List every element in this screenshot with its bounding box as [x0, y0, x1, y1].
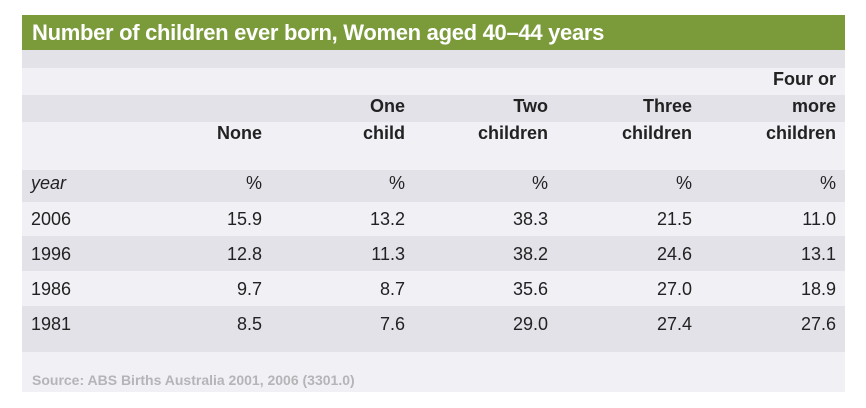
row-band — [22, 68, 845, 95]
value-cell: 24.6 — [656, 244, 692, 264]
column-header: One — [369, 96, 405, 116]
value-cell: 15.9 — [226, 209, 262, 229]
table-title: Number of children ever born, Women aged… — [22, 15, 845, 50]
value-cell: 11.3 — [371, 244, 405, 264]
column-header: children — [621, 123, 692, 143]
value-cell: 29.0 — [512, 314, 548, 334]
year-cell: 1996 — [31, 244, 72, 264]
value-cell: 12.8 — [226, 244, 262, 264]
row-band — [22, 352, 845, 392]
year-cell: 2006 — [31, 209, 72, 229]
value-cell: 13.1 — [800, 244, 836, 264]
unit-label: % — [531, 173, 548, 193]
value-cell: 21.5 — [656, 209, 692, 229]
value-cell: 7.6 — [379, 314, 405, 334]
unit-label: % — [675, 173, 692, 193]
row-band — [22, 95, 845, 122]
row-band — [22, 122, 845, 170]
year-header: year — [31, 173, 67, 193]
value-cell: 35.6 — [512, 279, 548, 299]
source-note: Source: ABS Births Australia 2001, 2006 … — [32, 372, 355, 388]
column-header: Four or — [773, 69, 836, 89]
year-cell: 1986 — [31, 279, 72, 299]
value-cell: 38.2 — [512, 244, 548, 264]
row-band — [22, 271, 845, 306]
row-band — [22, 170, 845, 202]
value-cell: 27.4 — [656, 314, 692, 334]
row-band — [22, 50, 845, 68]
row-band — [22, 202, 845, 236]
column-header: Three — [642, 96, 692, 116]
column-header: children — [765, 123, 836, 143]
value-cell: 8.5 — [236, 314, 262, 334]
column-header: children — [477, 123, 548, 143]
column-header: Two — [513, 96, 548, 116]
unit-label: % — [388, 173, 405, 193]
value-cell: 13.2 — [369, 209, 405, 229]
year-cell: 1981 — [31, 314, 72, 334]
unit-label: % — [819, 173, 836, 193]
row-band — [22, 306, 845, 352]
value-cell: 11.0 — [802, 209, 836, 229]
value-cell: 8.7 — [379, 279, 405, 299]
row-band — [22, 236, 845, 271]
value-cell: 27.0 — [656, 279, 692, 299]
column-header: child — [362, 123, 405, 143]
value-cell: 38.3 — [512, 209, 548, 229]
unit-label: % — [245, 173, 262, 193]
value-cell: 18.9 — [800, 279, 836, 299]
column-header: None — [217, 123, 262, 143]
value-cell: 27.6 — [800, 314, 836, 334]
column-header: more — [791, 96, 836, 116]
value-cell: 9.7 — [236, 279, 262, 299]
